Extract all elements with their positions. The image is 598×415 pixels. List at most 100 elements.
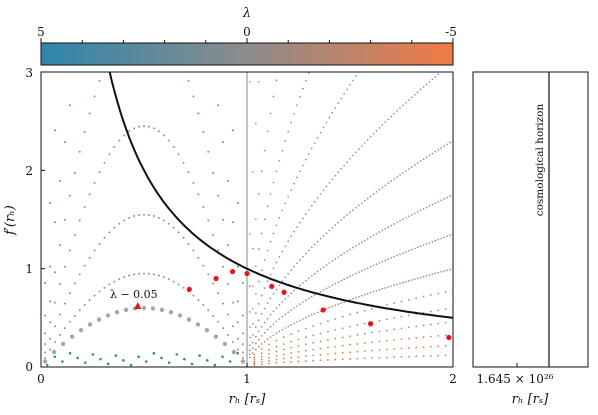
right-family-point <box>425 274 428 277</box>
left-family-point <box>138 272 141 275</box>
right-family-point <box>253 353 256 356</box>
right-family-point <box>341 327 344 330</box>
right-family-point <box>408 215 410 218</box>
left-family-point <box>197 193 200 196</box>
right-family-point <box>431 203 434 206</box>
right-family-point <box>375 289 378 292</box>
left-family-point <box>63 327 66 330</box>
right-family-point <box>313 142 316 144</box>
right-family-point <box>290 352 293 354</box>
left-family-point <box>143 213 145 216</box>
right-family-point <box>275 332 278 335</box>
right-family-point <box>266 280 269 282</box>
right-family-point <box>257 192 260 195</box>
colorbar-tick-label-0: 0 <box>243 25 251 39</box>
right-family-point <box>290 361 293 363</box>
right-family-point <box>257 330 260 333</box>
right-family-point <box>356 334 359 336</box>
right-family-point <box>269 297 272 300</box>
left-family-point <box>143 272 145 275</box>
right-family-point <box>296 104 298 106</box>
right-family-point <box>346 161 348 163</box>
right-family-point <box>307 297 310 300</box>
right-family-point <box>275 307 278 309</box>
right-family-point <box>252 334 254 336</box>
left-family-point <box>54 271 57 274</box>
right-family-point <box>325 307 328 310</box>
left-family-point <box>212 282 215 285</box>
right-family-point <box>410 248 413 251</box>
right-family-point <box>425 243 428 245</box>
right-family-point <box>305 316 307 319</box>
right-family-point <box>272 95 275 98</box>
right-family-point <box>393 356 396 359</box>
right-family-point <box>319 353 322 356</box>
right-family-point <box>257 80 260 83</box>
right-family-point <box>343 301 345 303</box>
right-family-point <box>372 290 375 293</box>
right-family-point <box>360 269 363 272</box>
right-family-point <box>304 343 307 346</box>
right-family-point <box>313 272 316 275</box>
right-family-point <box>319 347 322 350</box>
blue-point <box>53 355 57 359</box>
left-family-point <box>241 343 244 346</box>
right-family-point <box>312 359 315 362</box>
right-family-point <box>319 131 322 134</box>
right-family-point <box>343 278 345 281</box>
right-family-point <box>253 358 256 361</box>
right-family-point <box>390 180 393 182</box>
right-family-point <box>302 164 304 167</box>
right-family-point <box>337 102 340 104</box>
right-family-point <box>260 170 263 173</box>
right-family-point <box>422 208 425 210</box>
right-family-point <box>275 362 278 364</box>
right-family-point <box>378 231 381 233</box>
left-family-point <box>204 328 210 333</box>
right-family-point <box>416 246 419 249</box>
right-family-point <box>352 209 354 211</box>
blue-point <box>175 353 179 356</box>
right-family-point <box>327 359 329 361</box>
right-family-point <box>405 101 407 104</box>
right-family-point <box>307 208 310 211</box>
right-family-point <box>363 199 366 202</box>
right-family-point <box>349 335 351 338</box>
left-family-point <box>177 283 180 286</box>
left-family-point <box>231 129 234 132</box>
right-family-point <box>434 75 437 78</box>
right-family-point <box>319 237 322 240</box>
left-family-point <box>68 104 71 107</box>
right-family-point <box>275 320 278 323</box>
right-family-point <box>400 356 403 358</box>
side-panel: cosmological horizon 1.645 × 10²⁶ rₕ [rₛ… <box>472 71 589 407</box>
right-family-point <box>327 320 329 323</box>
right-family-point <box>357 148 360 151</box>
left-family-point <box>227 179 230 182</box>
right-family-point <box>269 325 272 328</box>
right-family-point <box>378 127 381 129</box>
right-family-point <box>407 337 410 340</box>
right-family-point <box>393 255 395 258</box>
right-family-point <box>260 361 263 363</box>
left-family-point <box>222 341 228 347</box>
right-family-point <box>437 200 440 203</box>
right-family-point <box>299 221 301 224</box>
left-family-point <box>44 357 47 360</box>
right-family-point <box>393 348 396 350</box>
right-family-point <box>402 172 404 174</box>
right-family-point <box>425 156 428 159</box>
right-family-point <box>378 349 381 351</box>
right-family-point <box>390 285 393 288</box>
right-family-point <box>443 270 446 272</box>
right-family-point <box>363 332 366 335</box>
right-family-point <box>304 360 307 362</box>
right-family-point <box>316 240 319 243</box>
right-family-point <box>425 83 428 86</box>
left-family-point <box>128 274 131 277</box>
right-family-point <box>372 132 375 135</box>
left-family-point <box>227 313 230 316</box>
right-family-point <box>422 355 425 358</box>
right-family-point <box>290 346 293 349</box>
right-family-point <box>313 200 316 203</box>
